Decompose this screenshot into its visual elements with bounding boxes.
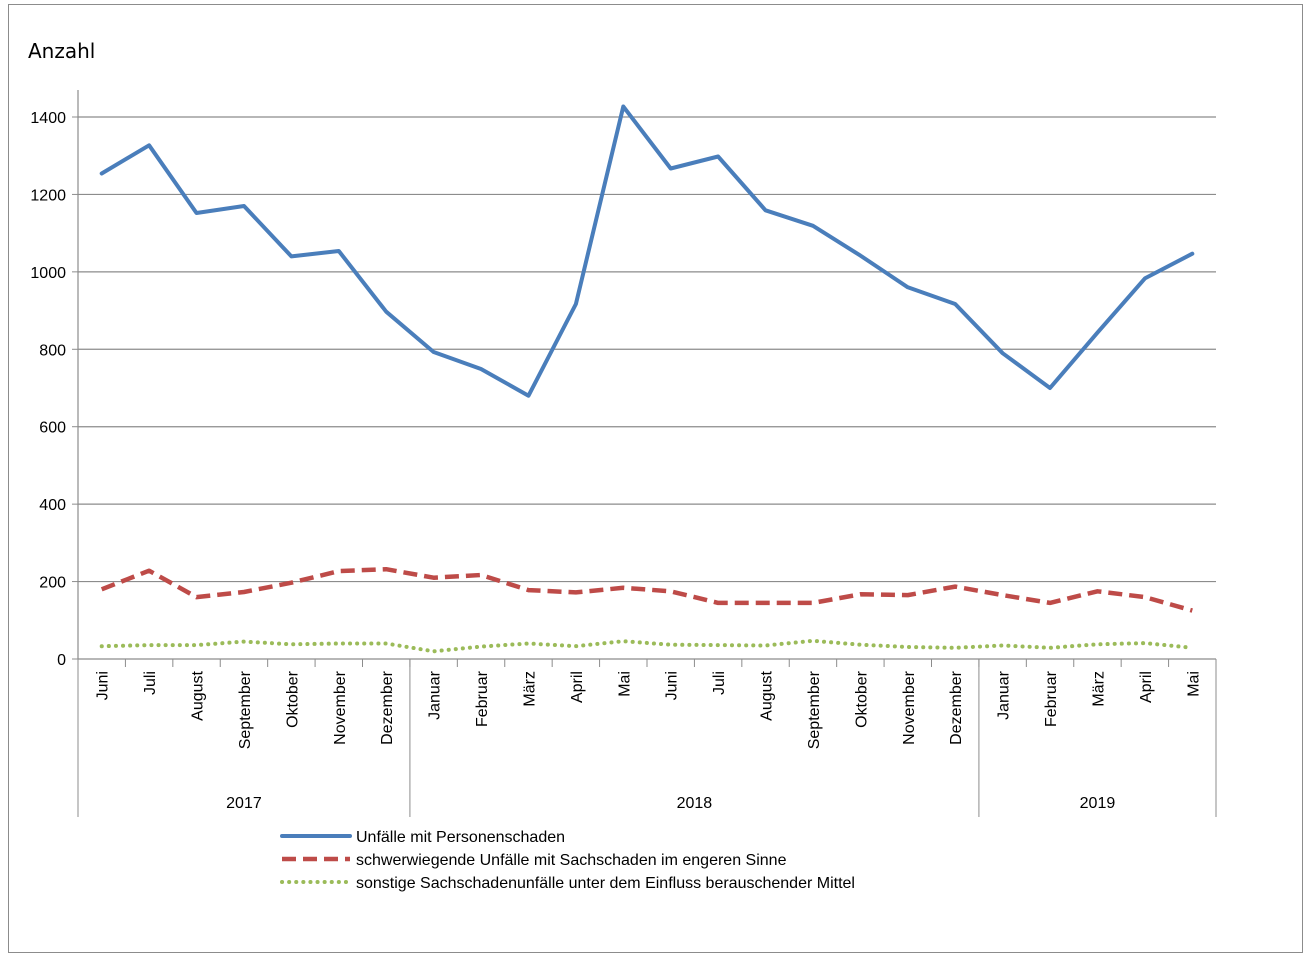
x-tick-label: April xyxy=(1138,671,1155,703)
x-tick-label: Mai xyxy=(616,671,633,697)
x-tick-label: Juni xyxy=(95,671,112,700)
x-tick-label: Januar xyxy=(427,670,444,720)
x-tick-label: November xyxy=(332,670,349,744)
y-tick-label: 200 xyxy=(39,575,66,592)
x-tick-label: Juli xyxy=(711,671,728,695)
y-tick-label: 1400 xyxy=(30,110,66,127)
y-tick-label: 800 xyxy=(39,342,66,359)
gridlines xyxy=(78,116,1216,583)
y-tick-label: 1200 xyxy=(30,187,66,204)
x-tick-label: Januar xyxy=(996,670,1013,720)
x-tick-label: Dezember xyxy=(948,670,965,744)
x-tick-label: November xyxy=(901,670,918,744)
x-tick-label: September xyxy=(806,670,823,749)
legend-label: Unfälle mit Personenschaden xyxy=(356,829,565,846)
year-label: 2018 xyxy=(677,795,713,812)
x-tick-label: August xyxy=(190,670,207,720)
x-tick-label: März xyxy=(1090,671,1107,707)
series-line-3 xyxy=(99,638,1195,654)
x-tick-label: Oktober xyxy=(284,670,301,728)
axes: 0 200 400 600 800 1000 1200 1400 Juni Juli August S… xyxy=(30,90,1217,817)
x-tick-label: Mai xyxy=(1185,671,1202,697)
x-tick-label: April xyxy=(569,671,586,703)
y-tick-label: 400 xyxy=(39,497,66,514)
series-line-1 xyxy=(99,104,1195,398)
y-axis-unit-label: Anzahl xyxy=(28,39,95,63)
x-tick-label: Dezember xyxy=(379,670,396,744)
x-tick-label: August xyxy=(759,670,776,720)
series-lines xyxy=(99,104,1195,654)
legend-label: sonstige Sachschadenunfälle unter dem Ei… xyxy=(356,875,855,892)
legend-label: schwerwiegende Unfälle mit Sachschaden i… xyxy=(356,852,787,869)
y-tick-label: 600 xyxy=(39,420,66,437)
x-tick-label: Februar xyxy=(474,670,491,727)
x-tick-label: Juli xyxy=(142,671,159,695)
year-label: 2017 xyxy=(226,795,262,812)
x-tick-label: Februar xyxy=(1043,670,1060,727)
year-label: 2019 xyxy=(1080,795,1116,812)
x-tick-label: März xyxy=(521,671,538,707)
y-tick-label: 1000 xyxy=(30,265,66,282)
x-tick-label: Juni xyxy=(664,671,681,700)
series-line-2 xyxy=(100,566,1193,613)
x-tick-label: Oktober xyxy=(853,670,870,728)
y-tick-label: 0 xyxy=(57,652,66,669)
x-tick-label: September xyxy=(237,670,254,749)
chart-frame xyxy=(8,4,1303,953)
legend: Unfälle mit Personenschaden schwerwiegend… xyxy=(280,829,855,892)
